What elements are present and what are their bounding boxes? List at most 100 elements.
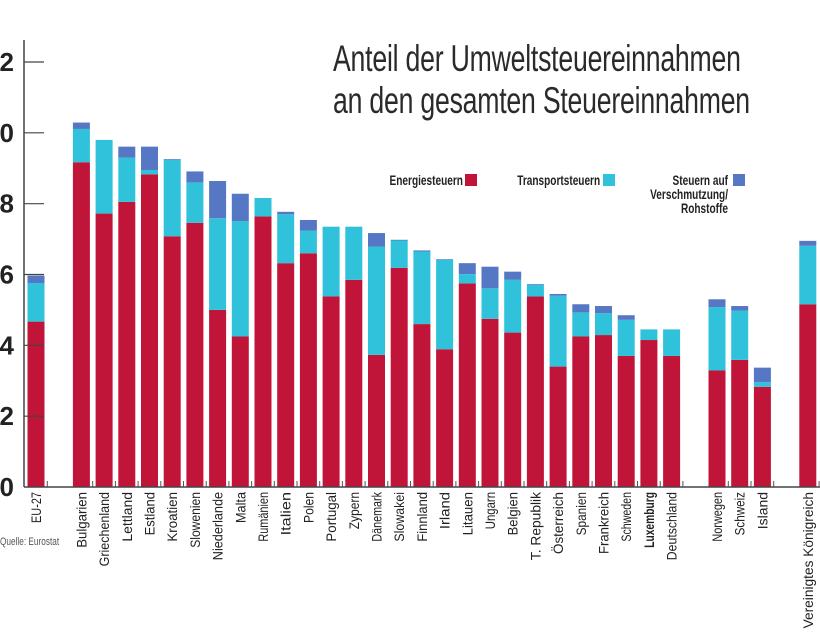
y-tick-label: 10 [0, 118, 14, 148]
bar-polen-transport [299, 230, 317, 254]
bar-norwegen-verschmutzung [708, 299, 726, 308]
bar-estland-energie [141, 174, 158, 488]
bar-rumänien-transport [254, 198, 272, 217]
chart-title: Anteil der Umweltsteuereinnahmen an den … [333, 38, 750, 122]
legend-label-transportsteuern: Transportsteuern [517, 172, 600, 188]
bar-slowakei-verschmutzung [390, 239, 408, 241]
bar-island-verschmutzung [753, 367, 771, 383]
x-tick-label: Polen [300, 492, 316, 523]
bar-bulgarien-energie [72, 162, 90, 487]
x-tick-label: Schweden [618, 492, 634, 542]
bar-niederlande-verschmutzung [209, 181, 227, 219]
bar-slowenien-energie [186, 222, 204, 487]
bar-zypern-transport [345, 226, 363, 280]
x-tick-label: Niederlande [210, 492, 226, 560]
bar-norwegen-energie [708, 370, 726, 487]
bar-t-republik-verschmutzung [526, 284, 544, 285]
bar-schweiz-energie [731, 359, 749, 487]
bar-spanien-energie [572, 336, 590, 487]
bar-rumänien-energie [254, 216, 272, 487]
x-tick-label: Malta [232, 492, 248, 523]
x-tick-label: Belgien [505, 492, 521, 535]
bar-frankreich-transport [595, 313, 612, 336]
bar-vereinigtes-königreich-energie [799, 304, 817, 487]
y-tick-label: 4 [0, 330, 15, 360]
x-tick-label: Österreich [549, 492, 566, 554]
bar-ungarn-verschmutzung [481, 266, 499, 289]
x-tick-label: Portugal [323, 492, 339, 542]
x-tick-label: Finnland [414, 492, 430, 542]
bar-schweden-energie [617, 355, 635, 487]
x-tick-label: Slowakei [391, 492, 407, 542]
bar-portugal-energie [322, 296, 340, 487]
bar-slowenien-transport [186, 182, 204, 223]
x-tick-label: Rumänien [255, 492, 271, 542]
bar-niederlande-transport [209, 218, 227, 310]
x-tick-label: Estland [142, 492, 158, 535]
bar-estland-verschmutzung [141, 146, 158, 171]
bar-österreich-verschmutzung [549, 293, 567, 296]
y-tick-label: 2 [0, 401, 14, 431]
bar-island-transport [753, 382, 771, 387]
bar-slowakei-transport [390, 240, 408, 268]
x-tick-label: Schweiz [732, 492, 748, 535]
x-tick-label: Kroatien [164, 492, 180, 542]
x-tick-label: Litauen [459, 492, 475, 535]
y-axis: 0 2 4 6 8 10 12 [0, 40, 820, 502]
bar-belgien-transport [504, 279, 522, 333]
bar-italien-verschmutzung [277, 211, 295, 215]
bar-island-energie [753, 386, 771, 487]
bar-norwegen-transport [708, 307, 726, 371]
bar-ungarn-transport [481, 288, 499, 319]
bar-litauen-verschmutzung [458, 263, 476, 275]
bar-irland-transport [436, 259, 454, 350]
x-tick-label: Bulgarien [73, 492, 89, 548]
bar-bulgarien-transport [72, 128, 90, 163]
bar-polen-verschmutzung [299, 219, 317, 231]
bar-litauen-energie [458, 283, 476, 487]
bar-niederlande-energie [209, 309, 227, 487]
bar-griechenland-energie [95, 213, 113, 488]
title-line-1: Anteil der Umweltsteuereinnahmen [333, 38, 741, 79]
legend-label-verschmutzung: Steuern auf Verschmutzung/ Rohstoffe [650, 172, 728, 216]
bar-irland-energie [436, 349, 454, 487]
bar-dänemark-energie [368, 354, 385, 487]
bar-slowakei-energie [390, 267, 408, 487]
bar-frankreich-verschmutzung [595, 306, 612, 314]
bar-eu-27-energie [27, 321, 45, 487]
x-axis-labels: EU-27 Bulgarien Griechenland Lettland Estlan… [28, 491, 816, 628]
bar-luxemburg-energie [640, 340, 658, 487]
bar-polen-energie [299, 253, 317, 487]
bar-lettland-verschmutzung [118, 146, 136, 158]
x-tick-label: Slowenien [187, 492, 203, 548]
bar-ungarn-energie [481, 318, 499, 487]
bar-italien-energie [277, 263, 295, 487]
bar-bulgarien-verschmutzung [72, 122, 90, 129]
bar-zypern-energie [345, 279, 363, 487]
legend-label-energiesteuern: Energiesteuern [389, 172, 463, 188]
bar-eu-27-transport [27, 283, 45, 322]
y-tick-label: 6 [0, 260, 14, 290]
x-tick-label: Dänemark [369, 491, 385, 541]
x-tick-label: Deutschland [664, 492, 680, 560]
bar-österreich-energie [549, 366, 567, 487]
x-tick-label: Frankreich [596, 492, 612, 554]
x-tick-label: Ungarn [482, 492, 498, 529]
bar-belgien-energie [504, 332, 522, 487]
bar-italien-transport [277, 214, 295, 264]
bar-malta-transport [231, 221, 249, 337]
bar-griechenland-transport [95, 139, 113, 214]
bar-slowenien-verschmutzung [186, 171, 204, 183]
x-tick-label: Spanien [573, 492, 589, 535]
bar-finnland-transport [413, 251, 431, 325]
bar-t-republik-energie [526, 296, 544, 487]
bar-kroatien-transport [163, 159, 181, 237]
bar-vereinigtes-königreich-verschmutzung [799, 240, 817, 246]
bar-eu-27-verschmutzung [27, 275, 45, 283]
bar-schweden-verschmutzung [617, 315, 635, 320]
bar-portugal-transport [322, 226, 340, 297]
bar-deutschland-transport [663, 329, 681, 356]
bar-spanien-transport [572, 312, 590, 337]
bar-vereinigtes-königreich-transport [799, 245, 817, 305]
bar-litauen-transport [458, 274, 476, 284]
